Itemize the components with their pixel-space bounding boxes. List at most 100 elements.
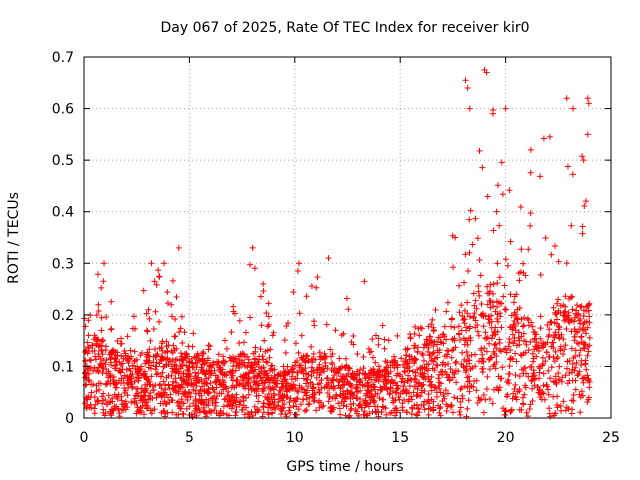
data-point: [292, 359, 299, 366]
data-point: [513, 342, 520, 349]
data-point: [409, 357, 416, 364]
data-point: [195, 357, 202, 364]
data-point: [419, 381, 426, 388]
x-tick-label: 25: [602, 430, 620, 446]
data-point: [507, 291, 514, 298]
data-point: [416, 409, 423, 416]
data-point: [436, 349, 443, 356]
data-point: [545, 353, 552, 360]
data-point: [308, 343, 315, 350]
data-point: [264, 359, 271, 366]
data-point: [398, 378, 405, 385]
data-point: [376, 395, 383, 402]
data-point: [239, 350, 246, 357]
data-point: [105, 378, 112, 385]
data-point: [535, 389, 542, 396]
data-point: [492, 340, 499, 347]
data-point: [525, 246, 532, 253]
data-point: [303, 406, 310, 413]
data-point: [479, 355, 486, 362]
data-point: [325, 398, 332, 405]
data-point: [529, 385, 536, 392]
data-point: [562, 372, 569, 379]
data-point: [563, 95, 570, 102]
data-point: [562, 293, 569, 300]
data-point: [179, 361, 186, 368]
data-point: [486, 355, 493, 362]
data-point: [243, 404, 250, 411]
data-point: [531, 329, 538, 336]
data-point: [380, 396, 387, 403]
data-point: [493, 208, 500, 215]
data-point: [340, 381, 347, 388]
data-point: [190, 375, 197, 382]
data-point: [177, 325, 184, 332]
data-point: [566, 295, 573, 302]
data-point: [467, 207, 474, 214]
data-point: [343, 403, 350, 410]
data-point: [321, 368, 328, 375]
data-point: [178, 350, 185, 357]
data-point: [498, 159, 505, 166]
data-point: [515, 334, 522, 341]
data-point: [529, 323, 536, 330]
data-point: [158, 385, 165, 392]
data-point: [183, 379, 190, 386]
data-point: [115, 406, 122, 413]
data-point: [218, 369, 225, 376]
plot-frame: [83, 56, 612, 419]
data-point: [370, 381, 377, 388]
data-point: [256, 370, 263, 377]
data-point: [456, 408, 463, 415]
data-point: [475, 332, 482, 339]
data-point: [246, 369, 253, 376]
data-point: [85, 332, 92, 339]
data-point: [111, 362, 118, 369]
data-point: [329, 377, 336, 384]
data-point: [128, 353, 135, 360]
data-point: [552, 329, 559, 336]
data-point: [440, 359, 447, 366]
data-point: [530, 358, 537, 365]
data-point: [264, 394, 271, 401]
data-point: [236, 401, 243, 408]
data-points: [81, 66, 593, 420]
data-point: [570, 105, 577, 112]
data-point: [508, 406, 515, 413]
data-point: [586, 379, 593, 385]
data-point: [434, 362, 441, 369]
data-point: [510, 321, 517, 328]
data-point: [249, 244, 256, 251]
data-point: [320, 365, 327, 372]
data-point: [99, 393, 106, 400]
data-point: [270, 329, 277, 336]
data-point: [581, 374, 588, 381]
data-point: [336, 355, 343, 362]
data-point: [99, 400, 106, 407]
data-point: [405, 372, 412, 379]
data-point: [108, 298, 115, 305]
data-point: [337, 373, 344, 380]
data-point: [143, 376, 150, 383]
data-point: [568, 345, 575, 352]
data-point: [160, 378, 167, 385]
data-point: [466, 216, 473, 223]
data-point: [107, 356, 114, 363]
data-point: [183, 353, 190, 360]
data-point: [221, 337, 228, 344]
data-point: [168, 372, 175, 379]
data-point: [448, 354, 455, 361]
data-point: [555, 258, 562, 265]
y-tick-label: 0.6: [52, 102, 74, 118]
data-point: [239, 406, 246, 413]
data-point: [220, 403, 227, 410]
data-point: [144, 328, 151, 335]
data-point: [329, 350, 336, 357]
data-point: [294, 369, 301, 376]
data-point: [471, 310, 478, 317]
data-point: [479, 164, 486, 171]
data-point: [313, 284, 320, 291]
data-point: [435, 375, 442, 382]
data-point: [222, 395, 229, 402]
data-point: [449, 374, 456, 381]
